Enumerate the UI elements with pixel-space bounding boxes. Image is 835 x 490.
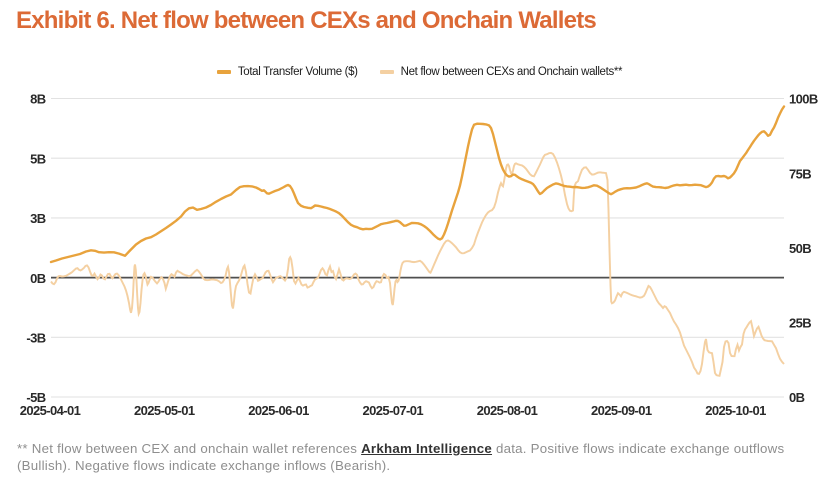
svg-text:2025-05-01: 2025-05-01 <box>134 403 195 418</box>
svg-text:2025-07-01: 2025-07-01 <box>363 403 424 418</box>
svg-text:0B: 0B <box>789 390 805 405</box>
svg-text:75B: 75B <box>789 166 811 181</box>
svg-text:2025-04-01: 2025-04-01 <box>20 403 81 418</box>
svg-text:8B: 8B <box>30 92 46 107</box>
svg-text:5B: 5B <box>30 151 46 166</box>
svg-text:0B: 0B <box>30 271 46 286</box>
svg-text:2025-08-01: 2025-08-01 <box>477 403 538 418</box>
svg-text:3B: 3B <box>30 211 46 226</box>
svg-text:2025-06-01: 2025-06-01 <box>248 403 309 418</box>
svg-text:100B: 100B <box>789 92 818 107</box>
svg-text:-3B: -3B <box>26 331 45 346</box>
svg-text:50B: 50B <box>789 241 811 256</box>
svg-text:2025-10-01: 2025-10-01 <box>705 403 766 418</box>
svg-text:-5B: -5B <box>26 390 45 405</box>
svg-text:25B: 25B <box>789 316 811 331</box>
svg-text:2025-09-01: 2025-09-01 <box>591 403 652 418</box>
